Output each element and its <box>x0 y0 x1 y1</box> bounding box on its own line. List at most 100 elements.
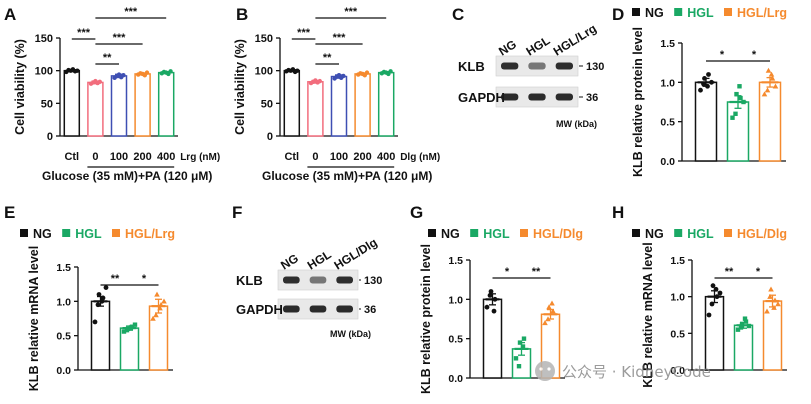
y-tick-label: 100 <box>35 66 53 78</box>
mw-unit-label: MW (kDa) <box>330 329 371 339</box>
chart-layer: 0 50 100 150 Cell viability (%) Ctl 0 100 200 400… <box>13 6 787 394</box>
data-point <box>737 84 742 89</box>
data-point <box>121 329 127 334</box>
panel-letter-d: D <box>612 5 624 24</box>
y-tick-label: 150 <box>255 33 273 45</box>
data-point <box>484 304 490 310</box>
mw-value: 36 <box>586 92 598 104</box>
data-point <box>546 304 552 310</box>
data-point <box>764 308 770 314</box>
treatment-label: Glucose (35 mM)+PA (120 μM) <box>42 169 212 183</box>
chart-panel-e: NG HGL HGL/Lrg 0.0 0.5 1.0 1.5 KLB relative mRN… <box>20 227 175 391</box>
data-point <box>771 304 777 310</box>
significance-label: *** <box>344 6 358 18</box>
significance-label: ** <box>532 266 541 278</box>
data-point <box>388 69 393 74</box>
y-tick-label: 0.5 <box>56 331 71 343</box>
legend-swatch <box>428 229 436 237</box>
bar <box>90 300 111 371</box>
legend-swatch <box>632 229 640 237</box>
data-point <box>706 72 711 77</box>
data-point <box>153 312 159 318</box>
data-point <box>95 302 101 308</box>
data-point <box>772 297 778 303</box>
data-point <box>97 79 103 84</box>
y-tick-label: 0 <box>267 131 273 143</box>
data-point <box>491 308 497 314</box>
significance-label: ** <box>111 273 120 285</box>
data-point <box>144 70 150 75</box>
bar <box>307 81 324 137</box>
blot-band <box>555 93 573 101</box>
data-point <box>698 87 703 93</box>
data-point <box>157 305 163 311</box>
significance-label: *** <box>113 32 127 44</box>
blot-band <box>336 305 353 313</box>
data-point <box>765 67 772 73</box>
y-tick-label: 0.5 <box>660 117 675 129</box>
data-point <box>746 323 752 329</box>
bar <box>63 69 81 137</box>
y-tick-label: 0.5 <box>670 328 685 340</box>
data-point <box>75 68 80 73</box>
significance-label: ** <box>323 52 332 64</box>
legend-label: HGL/Dlg <box>533 227 583 241</box>
data-point <box>768 286 774 292</box>
mw-value: 36 <box>364 304 376 316</box>
significance-label: *** <box>297 27 311 39</box>
blot-band <box>336 276 353 284</box>
panel-letter-a: A <box>4 5 16 24</box>
blot-band <box>501 93 519 101</box>
significance-label: * <box>505 266 510 278</box>
data-point <box>96 292 102 297</box>
legend-label: HGL <box>75 227 102 241</box>
data-point <box>132 322 138 327</box>
significance-label: *** <box>124 6 138 18</box>
significance-label: * <box>752 49 757 61</box>
y-tick-label: 0.5 <box>448 334 463 346</box>
data-point <box>775 301 781 307</box>
panel-letter-f: F <box>232 203 242 222</box>
y-tick-label: 100 <box>255 66 273 78</box>
bar <box>354 73 371 137</box>
data-point <box>521 336 527 341</box>
data-point <box>742 316 748 321</box>
blot-band <box>501 62 519 70</box>
data-point <box>717 290 723 296</box>
lane-label: NG <box>278 251 301 272</box>
dose-unit-label: Lrg (nM) <box>180 152 220 163</box>
data-point <box>158 301 164 307</box>
y-tick-label: 0.0 <box>670 365 685 377</box>
significance-label: ** <box>725 266 734 278</box>
data-point <box>735 327 741 332</box>
y-axis-title: Cell viability (%) <box>13 39 27 135</box>
mw-value: 130 <box>364 275 382 287</box>
blot-band <box>309 305 327 313</box>
x-tick-label: 100 <box>330 151 348 163</box>
x-tick-label: 0 <box>312 151 318 163</box>
mw-value: 130 <box>586 61 604 73</box>
data-point <box>713 286 719 292</box>
wechat-logo-icon <box>535 361 555 381</box>
legend-swatch <box>520 229 528 237</box>
legend-swatch <box>674 229 683 237</box>
data-point <box>710 283 716 289</box>
data-point <box>513 356 519 361</box>
legend-swatch <box>724 8 732 16</box>
legend-swatch <box>470 229 479 237</box>
data-point <box>772 83 779 89</box>
blot-band <box>528 62 546 70</box>
data-point <box>487 293 493 298</box>
legend-swatch <box>632 8 640 16</box>
dose-unit-label: Dlg (nM) <box>400 152 440 163</box>
bar <box>134 73 151 137</box>
data-point <box>701 81 706 87</box>
bar <box>157 71 175 137</box>
bar <box>119 327 140 371</box>
chart-panel-b: 0 50 100 150 Cell viability (%) Ctl 0 100 200 400… <box>233 6 440 183</box>
bar <box>283 69 301 137</box>
watermark-text: 公众号 · KidneyCode <box>562 363 711 381</box>
watermark: 公众号 · KidneyCode <box>535 361 711 381</box>
legend-label: HGL/Lrg <box>125 227 175 241</box>
